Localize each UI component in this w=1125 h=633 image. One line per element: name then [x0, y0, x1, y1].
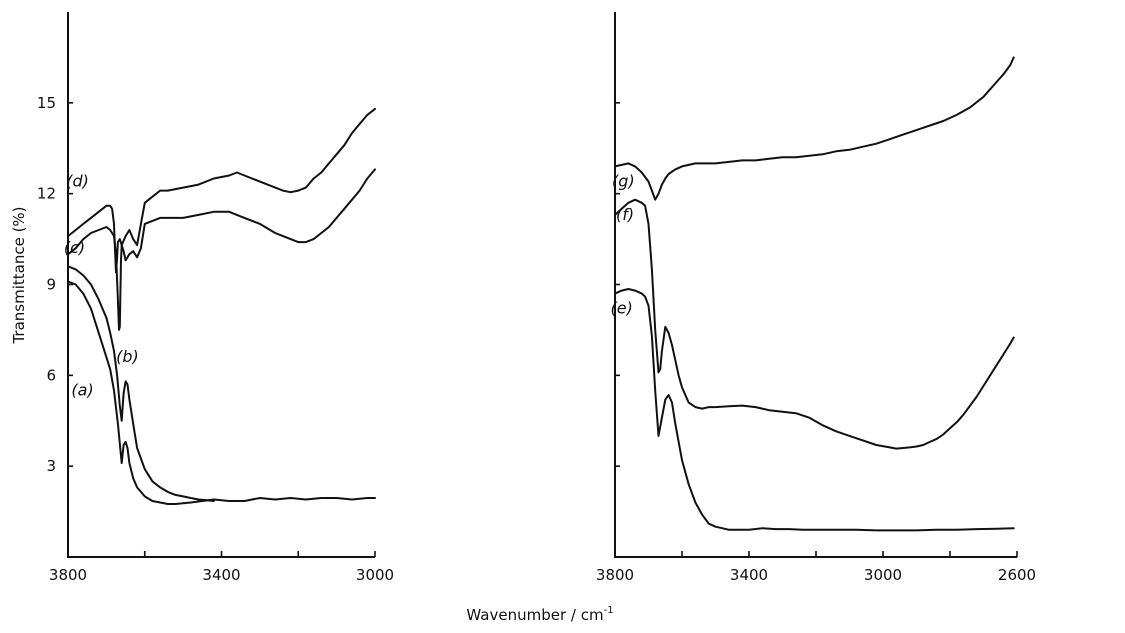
- y-tick-label: 6: [46, 366, 56, 384]
- series-f-label: (f): [616, 205, 634, 224]
- series-c-label: (c): [64, 238, 85, 257]
- y-axis-label: Transmittance (%): [10, 206, 28, 344]
- x-tick-label: 3000: [864, 566, 902, 584]
- series-f-line: [614, 198, 1015, 450]
- x-tick-label: 3800: [49, 566, 87, 584]
- x-axis-label: Wavenumber / cm-1: [466, 605, 613, 624]
- x-axis-label-exponent: -1: [604, 605, 614, 616]
- series-d-label: (d): [66, 172, 89, 191]
- series-g-line: [614, 56, 1015, 201]
- x-tick-label: 2600: [998, 566, 1036, 584]
- series-g-label: (g): [612, 172, 635, 191]
- series-b-label: (b): [116, 347, 139, 366]
- y-tick-label: 3: [46, 457, 56, 475]
- x-tick-label: 3400: [730, 566, 768, 584]
- series-e-line: [614, 288, 1015, 532]
- right-panel: 3800 3400 3000 2600 (e) (f) (g): [596, 12, 1036, 584]
- axis-frame-right: [614, 12, 1017, 558]
- series-b-line: [67, 265, 215, 502]
- y-tick-label: 15: [37, 94, 56, 112]
- left-panel: 3800 3400 3000 3 6 9 12 15 (a) (b) (c) (d): [37, 12, 394, 584]
- x-tick-label: 3000: [356, 566, 394, 584]
- x-axis-label-text: Wavenumber / cm: [466, 606, 603, 624]
- x-tick-label: 3800: [596, 566, 634, 584]
- axis-frame-left: [67, 12, 375, 558]
- series-e-label: (e): [611, 299, 633, 318]
- y-tick-label: 12: [37, 185, 56, 203]
- series-a-line: [67, 280, 376, 505]
- series-d-line: [67, 107, 376, 274]
- series-a-label: (a): [71, 380, 93, 399]
- x-tick-label: 3400: [202, 566, 240, 584]
- y-tick-label: 9: [46, 276, 56, 294]
